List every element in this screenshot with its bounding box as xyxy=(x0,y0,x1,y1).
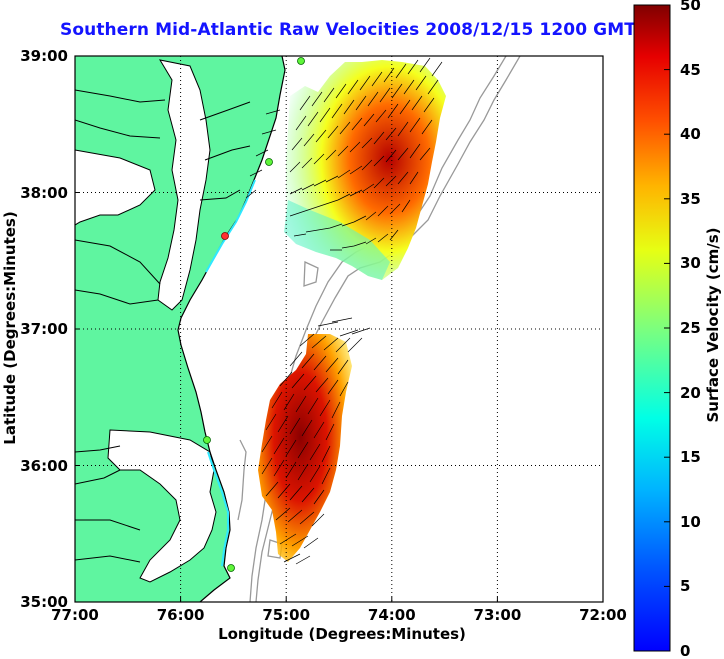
colorbar-tick-label: 50 xyxy=(680,0,701,14)
colorbar-tick-label: 20 xyxy=(680,383,701,402)
coastline xyxy=(177,56,286,602)
colorbar-label: Surface Velocity (cm/s) xyxy=(704,227,722,423)
velocity-vectors xyxy=(245,57,443,565)
axis-tick-marks xyxy=(74,55,604,603)
x-tick-label: 76:00 xyxy=(156,606,205,624)
radar-station-marker xyxy=(297,57,305,65)
gridlines xyxy=(75,56,603,602)
colorbar-tick-label: 35 xyxy=(680,189,701,208)
x-tick-label: 75:00 xyxy=(262,606,311,624)
colorbar-tick-label: 40 xyxy=(680,125,701,144)
colorbar-tick-label: 15 xyxy=(680,448,701,467)
radar-station-marker xyxy=(265,158,273,166)
x-tick-label: 73:00 xyxy=(473,606,522,624)
radar-station-marker xyxy=(203,436,211,444)
velocity-field-south xyxy=(258,334,352,562)
chesapeake-bay xyxy=(75,59,211,311)
y-tick-label: 36:00 xyxy=(20,456,68,475)
colorbar-tick-label: 45 xyxy=(680,60,701,79)
radar-station-marker xyxy=(221,232,229,240)
velocity-field-north-low xyxy=(284,200,390,280)
y-tick-label: 35:00 xyxy=(20,593,68,611)
figure-title: Southern Mid-Atlantic Raw Velocities 200… xyxy=(60,20,636,40)
bathymetry-contours xyxy=(237,56,521,602)
barrier-islands xyxy=(205,179,256,567)
x-tick-label: 72:00 xyxy=(579,606,627,624)
colorbar-tick-label: 25 xyxy=(680,319,701,337)
y-axis-label: Latitude (Degrees:Minutes) xyxy=(1,211,19,445)
x-tick-label: 77:00 xyxy=(51,606,99,624)
colorbar-tick-label: 5 xyxy=(680,577,691,596)
colorbar-tick-label: 0 xyxy=(680,642,691,659)
river-lines xyxy=(75,89,251,305)
y-tick-label: 39:00 xyxy=(20,47,68,65)
y-tick-label: 38:00 xyxy=(20,183,68,202)
y-tick-label: 37:00 xyxy=(20,320,68,338)
radar-station-marker xyxy=(227,564,235,572)
albemarle-rivers xyxy=(75,445,141,563)
x-axis-label: Longitude (Degrees:Minutes) xyxy=(218,625,466,643)
colorbar-tick-marks xyxy=(664,4,670,652)
x-tick-label: 74:00 xyxy=(367,606,416,624)
colorbar-tick-label: 10 xyxy=(680,512,701,531)
radar-stations xyxy=(203,57,305,572)
colorbar-tick-label: 30 xyxy=(680,254,701,273)
